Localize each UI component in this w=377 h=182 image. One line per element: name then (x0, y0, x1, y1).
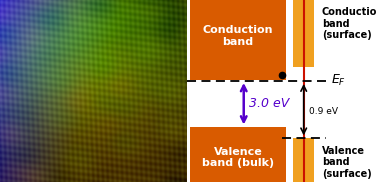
Bar (293, 0, 314, 67)
Bar (293, 138, 314, 182)
Text: Valence
band (bulk): Valence band (bulk) (202, 147, 274, 168)
Text: 3.0 eV: 3.0 eV (250, 97, 290, 110)
Bar (190, 127, 286, 182)
Bar (190, 0, 286, 80)
Text: Conduction
band
(surface): Conduction band (surface) (322, 7, 377, 40)
Text: $E_F$: $E_F$ (331, 73, 346, 88)
Text: 0.9 eV: 0.9 eV (310, 107, 339, 116)
Text: Conduction
band: Conduction band (203, 25, 273, 47)
Text: Valence
band
(surface): Valence band (surface) (322, 146, 372, 179)
